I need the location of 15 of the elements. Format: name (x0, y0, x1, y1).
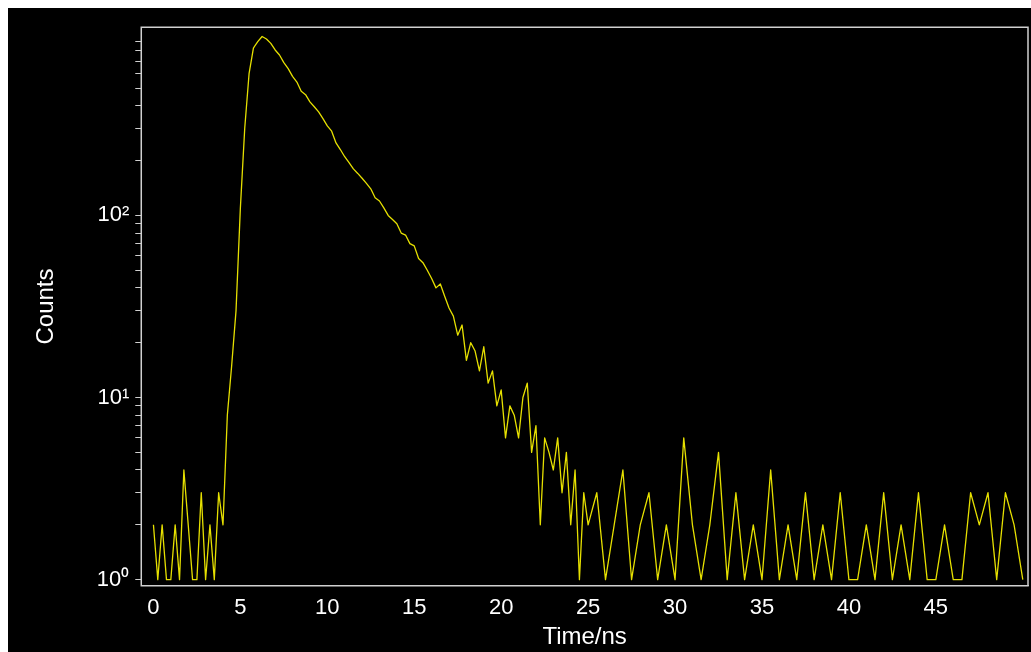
x-tick-label: 35 (749, 594, 775, 620)
y-tick-label: 10¹ (97, 383, 130, 409)
x-tick-label: 0 (147, 594, 160, 620)
x-tick-label: 5 (234, 594, 247, 620)
y-tick-label: 10² (97, 201, 130, 227)
x-tick-label: 30 (662, 594, 688, 620)
y-tick-label: 10⁰ (96, 565, 130, 591)
x-tick-label: 45 (923, 594, 949, 620)
x-axis-title: Time/ns (542, 622, 627, 650)
x-tick-label: 10 (315, 594, 340, 620)
x-tick-label: 25 (575, 594, 601, 620)
x-tick-label: 40 (836, 594, 862, 620)
y-axis-title: Counts (31, 268, 59, 345)
x-tick-label: 15 (402, 594, 427, 620)
x-tick-label: 20 (488, 594, 514, 620)
